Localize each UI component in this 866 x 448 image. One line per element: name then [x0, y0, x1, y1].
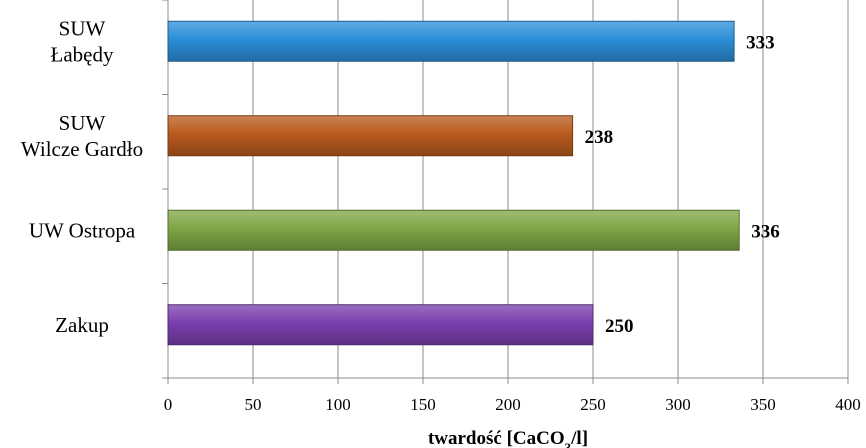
data-label-2: 336 [751, 221, 780, 242]
axes: 0 50 100 150 200 250 300 350 400 [162, 0, 861, 414]
data-label-0: 333 [746, 32, 775, 53]
category-label-1-line-1: Wilcze Gardło [21, 137, 143, 161]
category-label-2-line-0: UW Ostropa [29, 218, 136, 242]
x-tick-label-350: 350 [750, 395, 776, 414]
x-tick-label-0: 0 [164, 395, 173, 414]
x-tick-label-300: 300 [665, 395, 691, 414]
x-tick-label-50: 50 [245, 395, 262, 414]
category-label-3-line-0: Zakup [55, 313, 109, 337]
category-label-1: SUW Wilcze Gardło [21, 111, 143, 161]
category-label-1-line-0: SUW [59, 111, 106, 135]
bar-0 [167, 20, 735, 62]
data-label-3: 250 [605, 316, 634, 337]
gridlines [252, 0, 849, 378]
x-tick-label-400: 400 [835, 395, 861, 414]
category-label-0-line-0: SUW [59, 16, 106, 40]
bar-1 [167, 115, 574, 157]
data-label-1: 238 [585, 127, 614, 148]
category-label-3: Zakup [55, 313, 109, 337]
x-axis-title: twardość [CaCO3/l] [428, 428, 588, 448]
x-axis-title-subscript: 3 [565, 440, 572, 448]
x-tick-label-250: 250 [580, 395, 606, 414]
bar-3 [167, 304, 594, 346]
category-label-2: UW Ostropa [29, 218, 136, 242]
bar-2 [167, 209, 740, 251]
x-tick-label-100: 100 [325, 395, 351, 414]
bars [167, 20, 740, 346]
x-tick-label-150: 150 [410, 395, 436, 414]
category-label-0: SUW Łabędy [51, 16, 114, 66]
x-axis-title-main: twardość [CaCO [428, 428, 565, 448]
category-label-0-line-1: Łabędy [51, 42, 114, 66]
x-tick-label-200: 200 [495, 395, 521, 414]
x-axis-title-tail: /l] [570, 428, 588, 448]
